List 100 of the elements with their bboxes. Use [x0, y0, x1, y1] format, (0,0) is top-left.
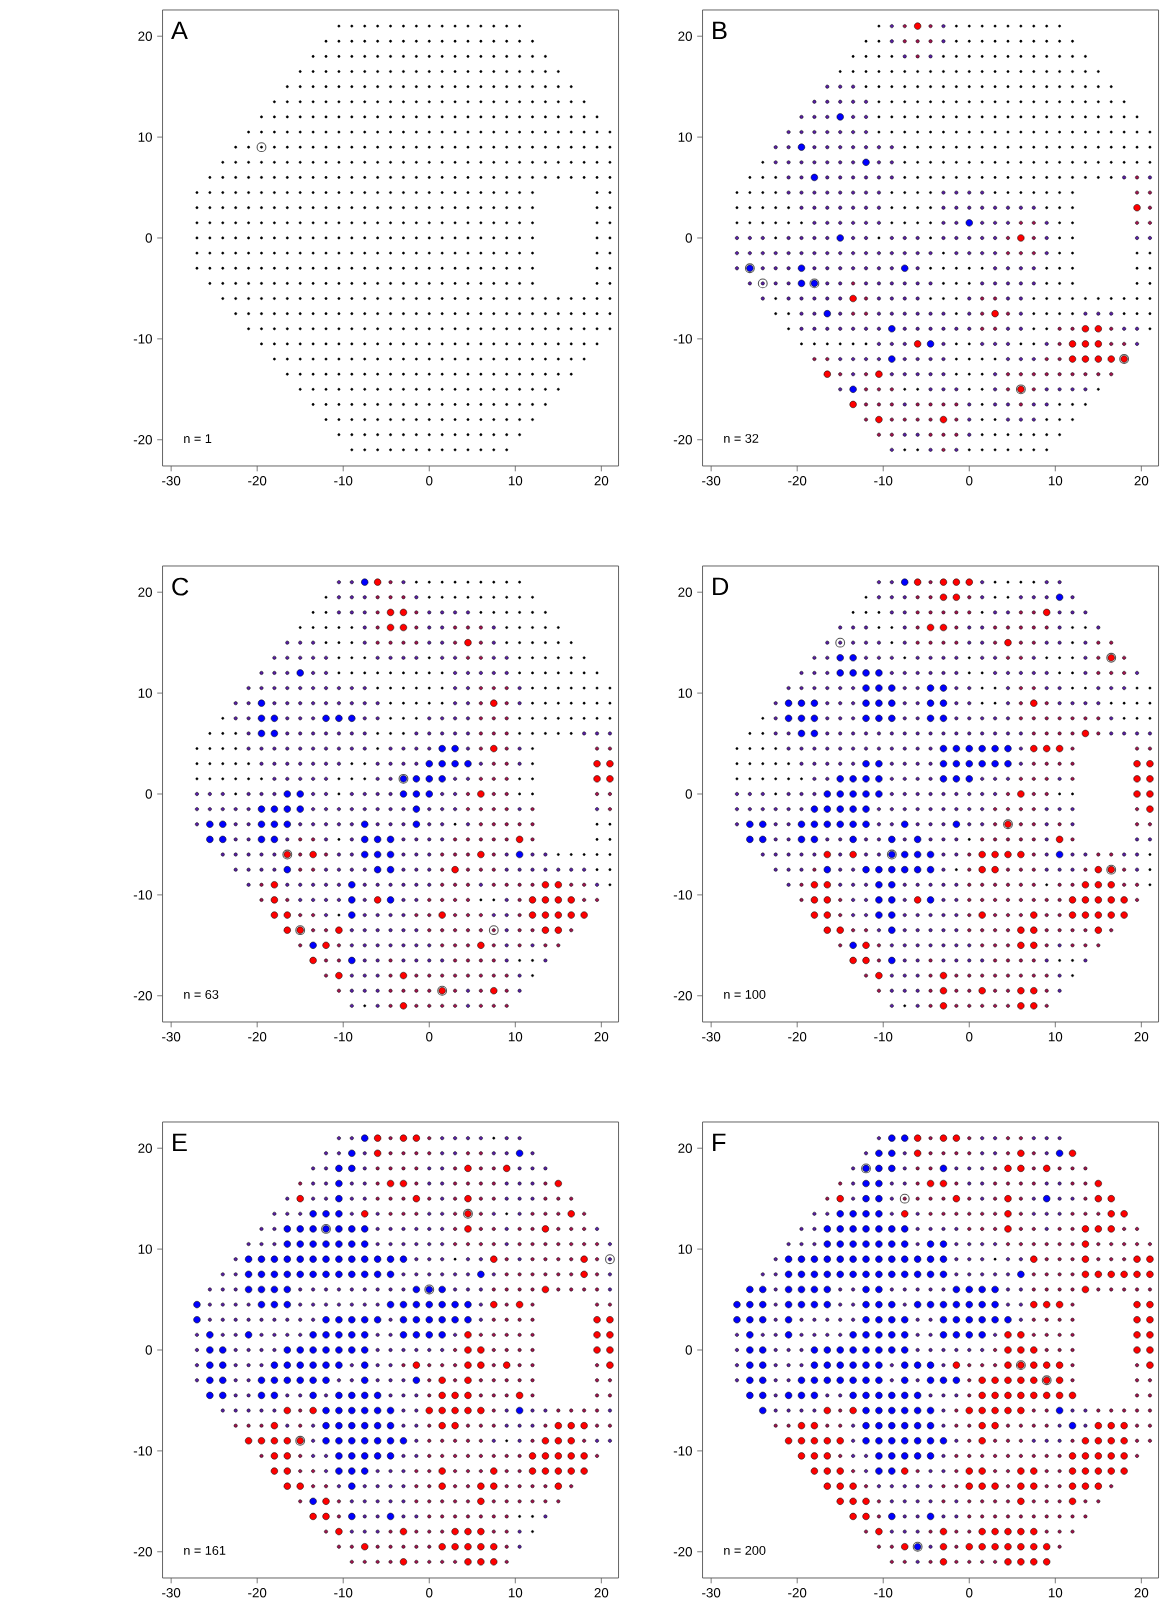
y-tick-label: 20	[678, 31, 693, 41]
point	[322, 714, 330, 722]
y-tick-label: 10	[138, 1244, 153, 1254]
point	[271, 896, 279, 904]
point	[1017, 234, 1025, 242]
point	[400, 971, 408, 980]
point	[374, 578, 382, 586]
point	[374, 866, 382, 874]
x-tick-label: 20	[594, 1032, 609, 1042]
x-tick-label: -30	[702, 1032, 721, 1042]
point	[505, 1212, 509, 1216]
y-tick-label: -20	[674, 1547, 693, 1557]
point	[206, 835, 214, 843]
point	[1069, 355, 1077, 363]
x-tick-label: -10	[874, 476, 893, 486]
y-tick-label: -10	[674, 1446, 693, 1456]
x-tick-label: -10	[874, 1032, 893, 1042]
point	[387, 608, 395, 616]
point	[309, 941, 317, 949]
x-tick-label: 10	[1049, 1032, 1063, 1042]
point	[348, 896, 356, 904]
point	[542, 926, 550, 934]
point	[811, 173, 819, 182]
point	[348, 956, 356, 965]
point	[425, 775, 434, 783]
point	[849, 385, 857, 393]
point	[219, 820, 227, 828]
point	[823, 370, 832, 378]
point	[322, 941, 330, 949]
point	[554, 896, 563, 904]
x-tick-label: 10	[1049, 1588, 1063, 1598]
y-tick-label: -20	[674, 435, 693, 445]
x-tick-label: 0	[426, 476, 433, 486]
x-tick-label: 0	[966, 1032, 973, 1042]
x-tick-label: 20	[1134, 1032, 1149, 1042]
point	[374, 835, 382, 843]
point	[400, 1002, 408, 1010]
x-tick-label: 0	[426, 1588, 433, 1598]
x-tick-label: -10	[334, 1032, 353, 1042]
point	[271, 729, 279, 738]
chart-title: F	[713, 1133, 726, 1152]
point	[567, 911, 576, 919]
y-tick-label: 20	[138, 1143, 153, 1153]
x-tick-label: -20	[788, 476, 807, 486]
point	[206, 820, 214, 828]
point	[477, 941, 485, 949]
point	[849, 294, 857, 303]
point	[451, 760, 459, 768]
annotation: n = 63	[184, 989, 219, 999]
point	[529, 911, 537, 919]
point	[1107, 355, 1116, 363]
point	[400, 608, 408, 616]
point	[1094, 355, 1103, 363]
point	[849, 400, 857, 409]
x-tick-label: 0	[966, 1588, 973, 1598]
point	[875, 370, 883, 378]
point	[927, 340, 935, 348]
y-tick-label: 20	[138, 587, 153, 597]
point	[477, 790, 485, 798]
point	[1069, 340, 1077, 348]
point	[888, 355, 896, 363]
point	[593, 775, 601, 783]
x-tick-label: -30	[162, 1588, 181, 1598]
y-tick-label: 10	[678, 688, 693, 698]
x-tick-label: -10	[334, 476, 353, 486]
point	[836, 113, 845, 121]
x-tick-label: -10	[874, 1588, 893, 1598]
y-tick-label: -10	[134, 890, 153, 900]
point	[464, 760, 472, 768]
point	[258, 699, 266, 707]
point	[348, 911, 356, 919]
point	[387, 866, 395, 874]
point	[335, 714, 343, 722]
point	[412, 805, 421, 813]
point	[798, 279, 806, 287]
point	[542, 896, 550, 904]
y-tick-label: 10	[678, 132, 693, 142]
point	[490, 744, 498, 753]
annotation: n = 100	[724, 989, 766, 999]
point	[283, 790, 292, 798]
annotation: n = 1	[184, 434, 212, 443]
point	[965, 219, 974, 227]
point	[309, 956, 317, 965]
point	[258, 714, 266, 722]
x-tick-label: 20	[1134, 1588, 1149, 1598]
point	[361, 578, 369, 586]
point	[258, 835, 266, 843]
point	[296, 790, 305, 798]
point	[348, 714, 356, 722]
point	[361, 835, 369, 843]
point	[361, 820, 369, 828]
y-tick-label: 0	[145, 1345, 153, 1355]
point	[271, 911, 279, 919]
y-tick-label: -20	[134, 435, 153, 445]
x-tick-label: -20	[248, 1032, 267, 1042]
point	[531, 1515, 535, 1518]
point	[374, 896, 382, 904]
x-tick-label: 10	[1049, 476, 1063, 486]
y-tick-label: 0	[145, 789, 153, 799]
chart-title: E	[173, 1133, 188, 1152]
